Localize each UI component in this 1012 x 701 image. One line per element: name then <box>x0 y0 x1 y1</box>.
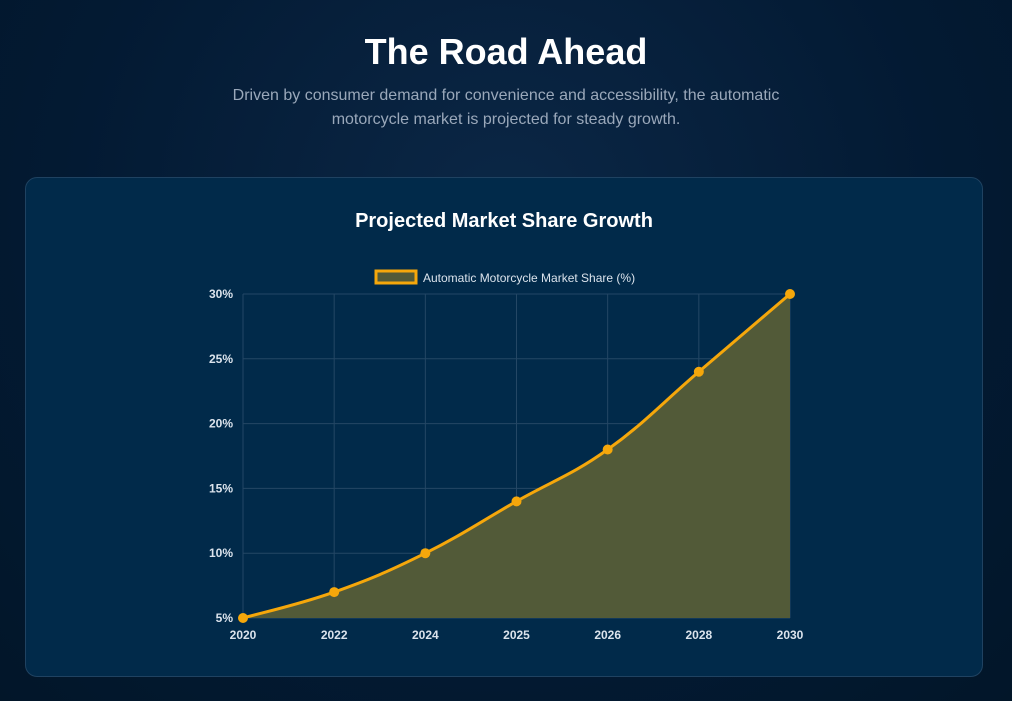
data-point <box>420 548 431 559</box>
x-tick-label: 2024 <box>412 628 439 642</box>
y-tick-label: 5% <box>216 611 234 625</box>
page-header: The Road Ahead Driven by consumer demand… <box>0 28 1012 132</box>
data-point <box>511 496 522 507</box>
data-point <box>785 289 795 299</box>
data-points <box>238 289 795 623</box>
legend-label: Automatic Motorcycle Market Share (%) <box>423 271 635 285</box>
legend[interactable]: Automatic Motorcycle Market Share (%) <box>374 269 635 285</box>
x-tick-label: 2025 <box>503 628 530 642</box>
data-point <box>238 613 248 623</box>
y-tick-label: 20% <box>209 417 233 431</box>
x-tick-label: 2020 <box>230 628 257 642</box>
legend-swatch <box>374 269 418 285</box>
data-point <box>602 444 613 455</box>
data-point <box>693 366 704 377</box>
x-tick-label: 2026 <box>594 628 621 642</box>
page-title: The Road Ahead <box>364 31 648 72</box>
data-point <box>329 587 340 598</box>
y-tick-label: 30% <box>209 287 233 301</box>
x-tick-label: 2030 <box>777 628 804 642</box>
chart-card: Projected Market Share Growth 5% 10% 15% 20… <box>25 177 983 677</box>
chart-title: Projected Market Share Growth <box>355 210 653 232</box>
y-tick-label: 10% <box>209 546 233 560</box>
x-tick-label: 2022 <box>321 628 348 642</box>
series-area-fill <box>243 294 790 618</box>
page-subtitle: Driven by consumer demand for convenienc… <box>232 87 780 128</box>
market-share-chart: 5% 10% 15% 20% 25% 30% 2020 2022 2024 2025 2026 202… <box>209 269 804 642</box>
axis-ticks: 5% 10% 15% 20% 25% 30% 2020 2022 2024 2025 2026 202… <box>209 287 804 642</box>
y-tick-label: 15% <box>209 481 233 495</box>
y-tick-label: 25% <box>209 352 233 366</box>
x-tick-label: 2028 <box>685 628 712 642</box>
